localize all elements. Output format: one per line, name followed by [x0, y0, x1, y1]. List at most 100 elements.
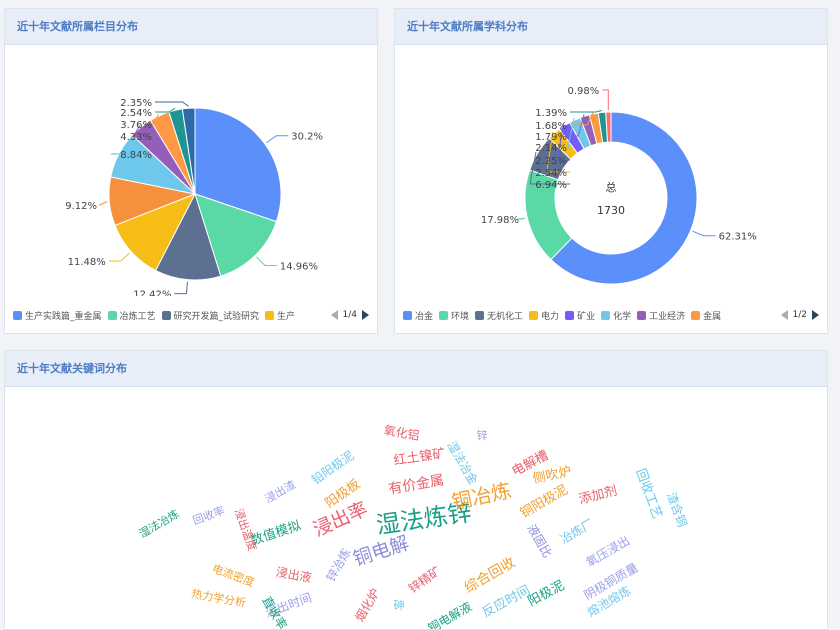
subject-legend: 冶金 环境 无机化工 电力 矿业 化学 工业经济 金属 1/2 [403, 307, 819, 323]
legend-item[interactable]: 无机化工 [475, 309, 523, 322]
keyword-word[interactable]: 回收工艺 [632, 467, 664, 521]
slice-label: 4.33% [120, 132, 152, 143]
column-pie-chart[interactable]: 30.2% 14.96% 12.42% 11.48% 9.12% 8.84% 4.33%3.… [5, 46, 377, 296]
slice-label: 1.79% [535, 132, 567, 143]
slice-leader-line [570, 111, 594, 126]
legend-prev-icon[interactable] [330, 310, 338, 320]
pie-slice[interactable] [605, 111, 612, 143]
keyword-word[interactable]: 综合回收 [462, 555, 518, 597]
keyword-word[interactable]: 氧化铝 [383, 422, 421, 443]
keyword-word[interactable]: 回收率 [191, 503, 227, 527]
legend-label: 金属 [703, 311, 722, 322]
keyword-word[interactable]: 烟化炉 [352, 586, 382, 624]
keyword-word[interactable]: 锌 [477, 428, 488, 442]
keyword-word[interactable]: 湿法冶炼 [136, 506, 181, 540]
slice-leader-line [517, 217, 526, 220]
legend-item[interactable]: 金属 [691, 309, 721, 322]
keyword-word[interactable]: 液固比 [524, 521, 555, 560]
legend-swatch [13, 310, 22, 320]
donut-center-label: 总 [606, 180, 617, 194]
legend-item[interactable]: 冶金 [403, 309, 433, 322]
keyword-word[interactable]: 渣含铜 [664, 490, 690, 529]
keyword-word[interactable]: 氧压浸出 [584, 533, 633, 569]
legend-item[interactable]: 工业经济 [637, 309, 685, 322]
legend-label: 冶炼工艺 [119, 311, 156, 322]
legend-label: 环境 [451, 311, 470, 322]
keyword-word[interactable]: 砷 [394, 599, 405, 612]
pie-slice[interactable] [114, 193, 197, 272]
slice-label: 8.84% [120, 150, 152, 161]
slice-label: 62.31% [719, 232, 757, 243]
slice-label: 2.54% [120, 108, 152, 119]
legend-prev-icon[interactable] [780, 310, 788, 320]
slice-label: 6.94% [535, 180, 567, 191]
slice-label: 30.2% [291, 132, 323, 143]
slice-leader-line [546, 131, 570, 173]
legend-swatch [107, 310, 117, 320]
subject-legend-pager: 1/2 [776, 310, 819, 320]
pie-slice[interactable] [154, 192, 222, 281]
legend-item[interactable]: 矿业 [565, 309, 595, 322]
slice-label: 9.12% [65, 201, 97, 212]
column-legend-page: 1/4 [342, 310, 357, 320]
slice-leader-line [174, 281, 188, 295]
legend-label: 冶金 [415, 311, 434, 322]
slice-leader-line [529, 151, 570, 185]
legend-label: 生产 [277, 311, 296, 322]
pie-slice[interactable] [194, 107, 282, 223]
donut-center-value: 1730 [597, 204, 625, 217]
slice-label: 2.14% [535, 143, 567, 154]
subject-donut-chart[interactable]: 总 1730 62.31% 17.98% 6.94%2.54%2.25% 2.14%1… [395, 46, 827, 296]
slice-leader-line [692, 230, 716, 237]
keyword-word[interactable]: 锌冶炼 [323, 545, 354, 584]
keyword-word[interactable]: 反应时间 [479, 582, 532, 621]
legend-swatch [529, 310, 539, 320]
keyword-word[interactable]: 有价金属 [387, 472, 445, 497]
legend-swatch [439, 310, 449, 320]
keyword-word[interactable]: 冶炼厂 [557, 516, 596, 547]
legend-item[interactable]: 化学 [601, 309, 631, 322]
pie-slice[interactable] [550, 111, 698, 285]
legend-next-icon[interactable] [812, 310, 819, 320]
slice-label: 17.98% [481, 215, 519, 226]
pie-slice[interactable] [194, 193, 278, 277]
legend-item[interactable]: 环境 [439, 309, 469, 322]
keyword-distribution-title: 近十年文献关键词分布 [5, 351, 827, 387]
legend-item[interactable]: 冶炼工艺 [107, 309, 156, 322]
keyword-word[interactable]: 铜冶炼 [450, 478, 514, 514]
keyword-word[interactable]: 浸出温度 [232, 507, 260, 553]
keyword-word[interactable]: 铜电解液 [425, 599, 474, 629]
legend-item[interactable]: 电力 [529, 309, 559, 322]
keyword-word[interactable]: 湿法冶金 [444, 438, 481, 487]
column-distribution-panel: 近十年文献所属栏目分布 30.2% 14.96% 12.42% 11.48% 9.12%… [4, 8, 378, 334]
legend-label: 电力 [541, 311, 560, 322]
keyword-word[interactable]: 红土镍矿 [393, 445, 447, 468]
legend-item[interactable]: 研究开发篇_试验研究 [161, 309, 259, 322]
keyword-word[interactable]: 铜阳极泥 [518, 482, 571, 521]
slice-leader-line [266, 135, 289, 144]
legend-item[interactable]: 生产实践篇_重金属 [13, 309, 102, 322]
slice-leader-line [132, 125, 155, 137]
keyword-word[interactable]: 阳极泥 [526, 578, 567, 610]
slice-leader-line [256, 256, 277, 267]
slice-label: 2.54% [535, 168, 567, 179]
column-legend: 生产实践篇_重金属 冶炼工艺 研究开发篇_试验研究 生产 1/4 [13, 307, 369, 323]
slice-leader-line [556, 123, 570, 161]
legend-next-icon[interactable] [362, 310, 369, 320]
slice-label: 2.35% [120, 98, 152, 109]
keyword-word[interactable]: 热力学分析 [190, 586, 247, 609]
legend-item[interactable]: 生产 [265, 309, 295, 322]
slice-label: 2.25% [535, 156, 567, 167]
keyword-word[interactable]: 锌精矿 [406, 564, 444, 596]
legend-label: 工业经济 [649, 311, 686, 322]
slice-leader-line [602, 89, 609, 111]
keyword-word[interactable]: 电流密度 [210, 561, 256, 589]
pie-slice[interactable] [181, 107, 196, 195]
slice-label: 14.96% [280, 262, 318, 273]
slice-leader-line [151, 113, 160, 125]
slice-leader-line [567, 118, 575, 148]
keyword-word[interactable]: 添加剂 [577, 484, 618, 508]
keyword-word[interactable]: 浸出液 [275, 564, 313, 585]
slice-leader-line [108, 252, 130, 262]
keyword-word[interactable]: 浸出渣 [262, 477, 298, 506]
